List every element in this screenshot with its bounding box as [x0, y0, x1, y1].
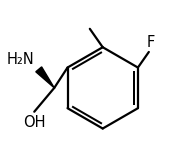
- Text: H₂N: H₂N: [7, 52, 34, 67]
- Polygon shape: [36, 67, 54, 88]
- Text: OH: OH: [23, 115, 46, 130]
- Text: F: F: [146, 35, 155, 50]
